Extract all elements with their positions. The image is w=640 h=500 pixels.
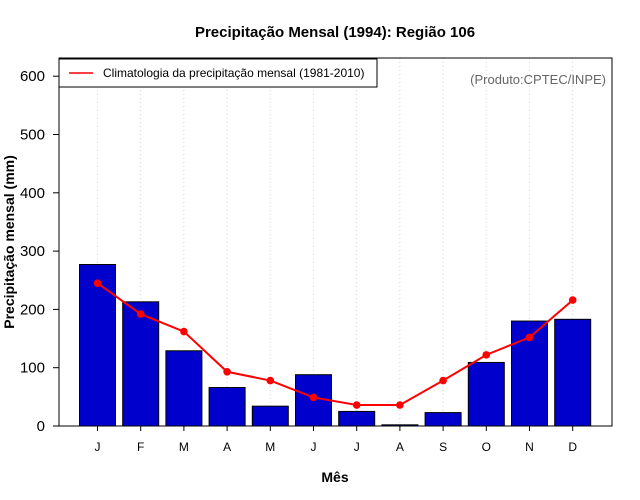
climatology-line — [93, 279, 577, 409]
bar-a-3 — [208, 387, 246, 427]
legend-label: Climatologia da precipitação mensal (198… — [103, 66, 364, 80]
x-tick-label-8: S — [439, 440, 447, 454]
climatology-point-4 — [266, 376, 275, 385]
y-tick-label-300: 300 — [20, 243, 45, 260]
x-tick-label-3: A — [223, 440, 231, 454]
climatology-point-8 — [439, 376, 447, 385]
y-tick-label-600: 600 — [20, 68, 45, 85]
x-tick-label-6: J — [354, 440, 360, 454]
grid-lines — [97, 58, 574, 426]
y-tick-label-500: 500 — [20, 127, 45, 144]
y-tick-label-200: 200 — [20, 301, 45, 318]
bar-j-6 — [338, 410, 376, 427]
climatology-point-2 — [180, 327, 188, 336]
x-tick-label-4: M — [265, 440, 275, 454]
climatology-point-1 — [136, 310, 145, 318]
y-axis: 0 100 200 300 400 500 600 — [20, 58, 60, 435]
climatology-point-3 — [223, 367, 231, 376]
bar-j-0 — [79, 264, 116, 427]
climatology-point-9 — [482, 351, 491, 359]
y-tick-label-100: 100 — [20, 360, 45, 377]
climatology-point-10 — [525, 333, 534, 342]
legend-box — [58, 58, 378, 88]
x-tick-label-1: F — [137, 440, 144, 454]
x-tick-label-5: J — [311, 440, 317, 454]
credit-label: (Produto:CPTEC/INPE) — [470, 72, 606, 87]
y-tick-label-400: 400 — [20, 185, 45, 202]
x-tick-label-2: M — [179, 440, 189, 454]
x-tick-label-9: O — [482, 440, 491, 454]
x-axis-title: Mês — [321, 469, 348, 485]
bar-f-1 — [122, 301, 160, 427]
x-tick-label-7: A — [396, 440, 404, 454]
climatology-point-5 — [309, 393, 318, 402]
bar-d-11 — [554, 318, 592, 427]
chart-title: Precipitação Mensal (1994): Região 106 — [195, 24, 475, 41]
climatology-point-0 — [93, 279, 102, 287]
climatology-point-6 — [352, 401, 361, 409]
bar-o-9 — [467, 361, 505, 427]
x-tick-label-10: N — [525, 440, 534, 454]
climatology-point-7 — [396, 401, 404, 409]
y-axis-title: Precipitação mensal (mm) — [1, 155, 17, 329]
y-tick-label-0: 0 — [37, 418, 45, 435]
x-tick-label-11: D — [568, 440, 577, 454]
bar-s-8 — [424, 412, 462, 427]
climatology-polyline — [96, 282, 574, 407]
bar-m-4 — [251, 405, 289, 427]
legend: Climatologia da precipitação mensal (198… — [58, 58, 378, 88]
bar-m-2 — [165, 350, 203, 427]
x-tick-label-0: J — [95, 440, 101, 454]
climatology-point-11 — [568, 296, 577, 304]
